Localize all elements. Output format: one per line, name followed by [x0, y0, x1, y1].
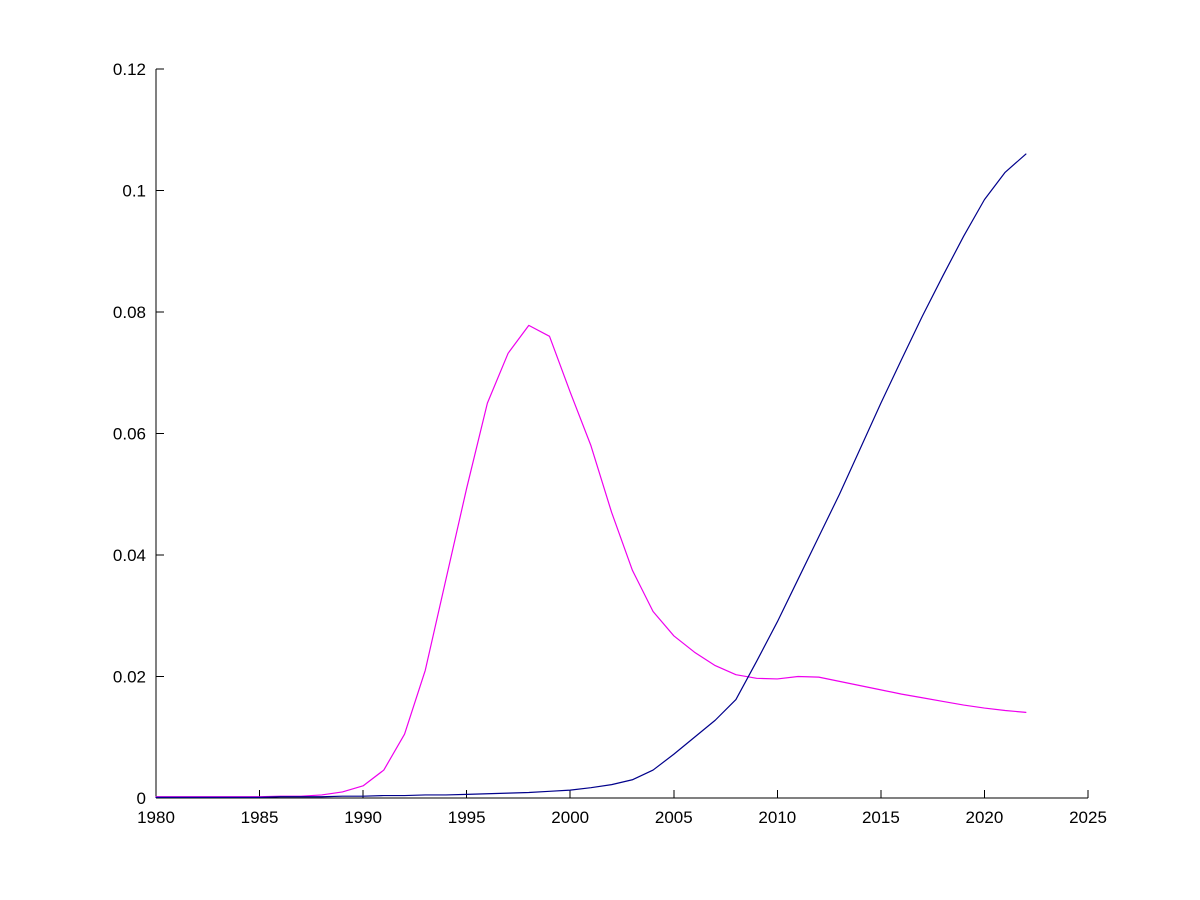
x-tick-label: 2015 [862, 808, 900, 827]
y-tick-label: 0 [137, 789, 146, 808]
x-tick-label: 2000 [551, 808, 589, 827]
x-tick-label: 2005 [655, 808, 693, 827]
x-tick-label: 1985 [241, 808, 279, 827]
y-tick-label: 0.12 [113, 60, 146, 79]
navy-series-line [155, 153, 1027, 798]
y-tick-label: 0.1 [122, 182, 146, 201]
y-tick-label: 0.08 [113, 303, 146, 322]
x-tick-label: 2010 [758, 808, 796, 827]
x-tick-label: 1990 [344, 808, 382, 827]
y-tick-label: 0.04 [113, 546, 146, 565]
y-tick-label: 0.02 [113, 668, 146, 687]
x-tick-label: 2025 [1069, 808, 1107, 827]
x-tick-label: 2020 [966, 808, 1004, 827]
y-tick-label: 0.06 [113, 425, 146, 444]
magenta-series-line [155, 324, 1027, 798]
x-tick-label: 1980 [137, 808, 175, 827]
x-tick-label: 1995 [448, 808, 486, 827]
